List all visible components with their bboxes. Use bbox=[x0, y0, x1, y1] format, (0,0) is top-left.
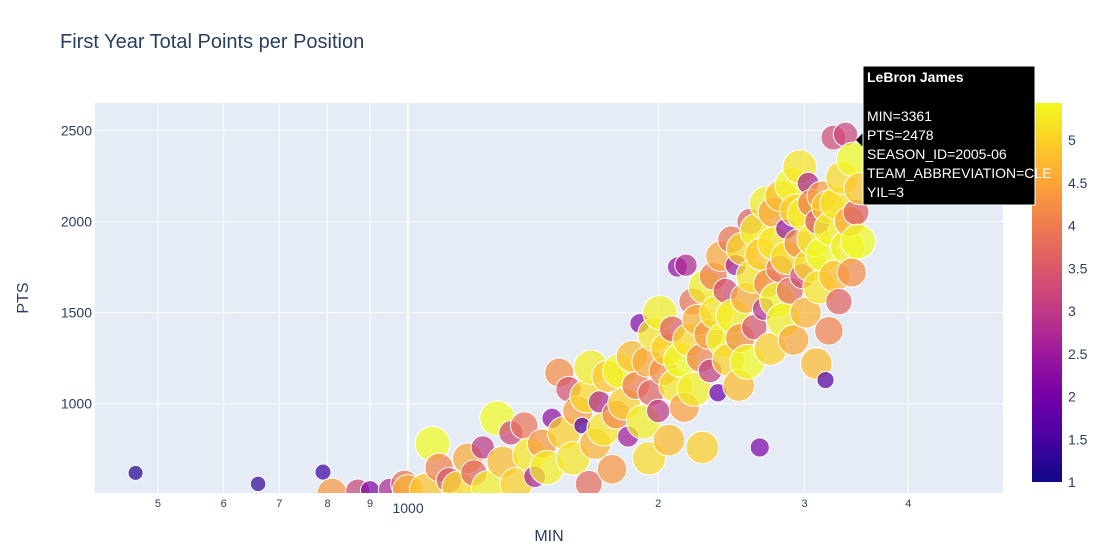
y-tick-label: 1000 bbox=[61, 396, 92, 412]
tooltip-line-yil: YIL=3 bbox=[867, 184, 904, 200]
x-tick-label-minor: 4 bbox=[905, 498, 911, 510]
data-point bbox=[685, 430, 720, 465]
data-point bbox=[127, 464, 144, 481]
data-points[interactable] bbox=[127, 121, 877, 508]
x-axis-title: MIN bbox=[534, 528, 563, 545]
colorbar-tick-label: 2 bbox=[1068, 389, 1076, 405]
tooltip-pointer bbox=[856, 133, 863, 147]
y-tick-label: 2000 bbox=[61, 213, 92, 229]
colorbar: 1 1.5 2 2.5 3 3.5 4 4.5 5 bbox=[1032, 103, 1088, 490]
data-point bbox=[314, 463, 332, 481]
data-point bbox=[674, 253, 698, 277]
data-point bbox=[749, 437, 770, 458]
colorbar-tick-label: 4 bbox=[1068, 218, 1076, 234]
y-axis-title: PTS bbox=[15, 282, 32, 313]
y-tick-label: 2500 bbox=[61, 122, 92, 138]
data-point bbox=[470, 435, 495, 460]
colorbar-tick-label: 5 bbox=[1068, 132, 1076, 148]
data-point bbox=[825, 287, 853, 316]
colorbar-tick-label: 4.5 bbox=[1068, 175, 1088, 191]
tooltip-title: LeBron James bbox=[867, 69, 964, 85]
data-point bbox=[816, 370, 835, 390]
tooltip-box bbox=[862, 65, 1036, 206]
x-tick-label-minor: 9 bbox=[367, 498, 373, 510]
x-tick-label-minor: 6 bbox=[221, 498, 227, 510]
colorbar-tick-label: 1.5 bbox=[1068, 431, 1088, 447]
data-point bbox=[249, 475, 267, 493]
hover-tooltip: LeBron James MIN=3361 PTS=2478 SEASON_ID… bbox=[856, 65, 1052, 206]
axis-ticks: 1000 1500 2000 2500 5 6 7 8 9 2 3 4 1000 bbox=[61, 122, 912, 516]
chart-title: First Year Total Points per Position bbox=[60, 31, 364, 53]
tooltip-line-min: MIN=3361 bbox=[867, 108, 932, 124]
colorbar-gradient bbox=[1032, 103, 1062, 482]
y-tick-label: 1500 bbox=[61, 305, 92, 321]
tooltip-line-team: TEAM_ABBREVIATION=CLE bbox=[867, 165, 1052, 181]
colorbar-tick-label: 1 bbox=[1068, 474, 1076, 490]
data-point bbox=[836, 257, 867, 288]
x-tick-label-minor: 3 bbox=[801, 498, 807, 510]
tooltip-line-pts: PTS=2478 bbox=[867, 127, 934, 143]
data-point bbox=[596, 454, 628, 485]
x-tick-label-minor: 5 bbox=[155, 498, 161, 510]
colorbar-tick-label: 2.5 bbox=[1068, 346, 1088, 362]
x-tick-label: 1000 bbox=[392, 500, 423, 516]
data-point bbox=[652, 423, 686, 457]
data-point bbox=[840, 223, 876, 260]
colorbar-tick-label: 3.5 bbox=[1068, 260, 1088, 276]
data-point bbox=[646, 398, 671, 424]
x-tick-label-minor: 8 bbox=[324, 498, 330, 510]
data-point bbox=[316, 477, 348, 493]
data-point bbox=[814, 316, 844, 346]
colorbar-tick-label: 3 bbox=[1068, 303, 1076, 319]
x-tick-label-minor: 2 bbox=[655, 498, 661, 510]
data-point bbox=[574, 469, 603, 493]
tooltip-line-season: SEASON_ID=2005-06 bbox=[867, 146, 1007, 162]
data-point bbox=[359, 480, 381, 493]
data-point bbox=[777, 324, 810, 356]
x-tick-label-minor: 7 bbox=[276, 498, 282, 510]
